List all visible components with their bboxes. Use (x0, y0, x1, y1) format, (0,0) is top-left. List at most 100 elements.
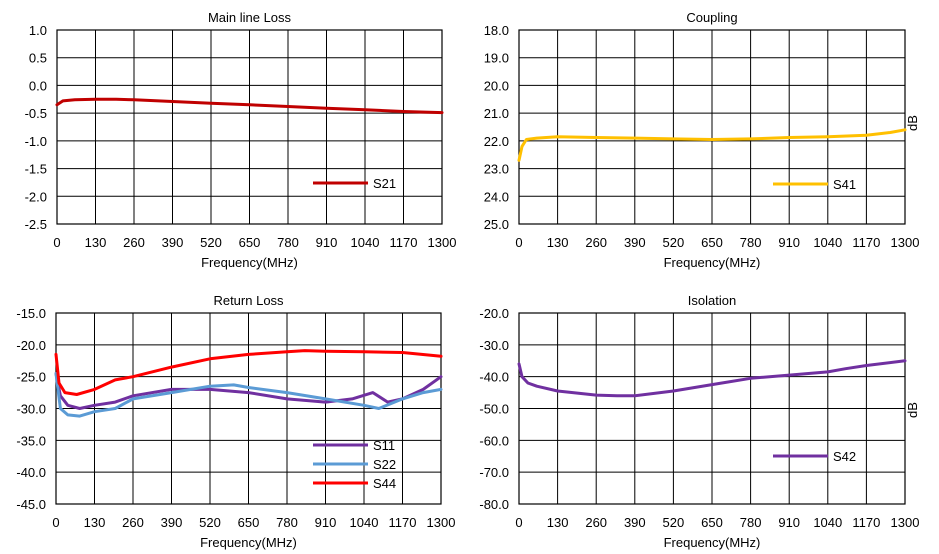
y-tick-label: 25.0 (484, 217, 509, 232)
y-tick-label: 24.0 (484, 189, 509, 204)
series-line-S42 (517, 359, 907, 398)
legend-label-S42: S42 (833, 449, 856, 464)
chart-title: Isolation (688, 293, 736, 308)
x-tick-label: 130 (85, 235, 107, 250)
y-tick-label: 23.0 (484, 162, 509, 177)
y-tick-label: 20.0 (484, 78, 509, 93)
y-tick-label: -2.5 (25, 217, 47, 232)
x-tick-label: 780 (277, 235, 299, 250)
x-tick-label: 130 (84, 515, 106, 530)
x-tick-label: 260 (585, 235, 607, 250)
x-tick-label: 0 (515, 235, 522, 250)
x-tick-label: 1300 (428, 235, 457, 250)
x-tick-label: 260 (585, 515, 607, 530)
y-tick-label: 18.0 (484, 23, 509, 38)
x-axis-label: Frequency(MHz) (201, 255, 298, 270)
x-tick-label: 1040 (350, 515, 379, 530)
y-tick-label: -35.0 (16, 433, 46, 448)
y-tick-label: 0.5 (29, 51, 47, 66)
y-tick-label: -2.0 (25, 189, 47, 204)
y-tick-label: -30.0 (16, 402, 46, 417)
y-tick-label: -50.0 (479, 402, 509, 417)
y-tick-label: -45.0 (16, 497, 46, 512)
chart-title: Main line Loss (208, 10, 292, 25)
series-line-S22 (54, 372, 443, 418)
x-tick-label: 1170 (389, 515, 417, 530)
y-tick-label: -20.0 (479, 306, 509, 321)
y-tick-label: -0.5 (25, 106, 47, 121)
x-tick-label: 130 (547, 235, 569, 250)
x-tick-label: 1170 (390, 235, 418, 250)
x-tick-label: 1300 (427, 515, 456, 530)
x-axis-label: Frequency(MHz) (200, 535, 297, 550)
chart-1: 0 130 260 390 520 650 780 910 1040 1170 1300 1.0 0.5… (25, 10, 457, 270)
legend-label-S21: S21 (373, 176, 396, 191)
legend-label-S22: S22 (373, 457, 396, 472)
y-tick-label: -30.0 (479, 338, 509, 353)
y-tick-label: -80.0 (479, 497, 509, 512)
x-tick-label: 1300 (891, 515, 920, 530)
x-tick-label: 780 (276, 515, 298, 530)
y-tick-label: -15.0 (16, 306, 46, 321)
x-tick-label: 0 (53, 235, 60, 250)
x-tick-label: 780 (740, 515, 762, 530)
x-tick-label: 910 (316, 235, 338, 250)
series-line-S11 (54, 372, 443, 410)
y-tick-label: 21.0 (484, 106, 509, 121)
chart-2: 0 130 260 390 520 650 780 910 1040 1170 1300 18.0 19… (484, 10, 920, 270)
legend-label-S41: S41 (833, 177, 856, 192)
x-tick-label: 390 (162, 235, 184, 250)
x-tick-label: 650 (238, 515, 260, 530)
y-tick-label: -40.0 (16, 465, 46, 480)
chart-4: 0 130 260 390 520 650 780 910 1040 1170 1300 -20.0 -… (479, 293, 920, 550)
y-tick-label: -25.0 (16, 370, 46, 385)
x-tick-label: 390 (624, 515, 646, 530)
x-tick-label: 1040 (351, 235, 380, 250)
series-line-S44 (54, 349, 443, 396)
chart-title: Coupling (686, 10, 737, 25)
x-tick-label: 0 (52, 515, 59, 530)
legend-label-S44: S44 (373, 476, 396, 491)
chart-3: 0 130 260 390 520 650 780 910 1040 1170 1300 -15.0 -… (16, 293, 455, 550)
x-tick-label: 390 (624, 235, 646, 250)
x-axis-label: Frequency(MHz) (664, 255, 761, 270)
x-tick-label: 650 (239, 235, 261, 250)
y-tick-label: -20.0 (16, 338, 46, 353)
x-tick-label: 520 (663, 235, 685, 250)
x-tick-label: 390 (161, 515, 183, 530)
x-tick-label: 260 (123, 235, 145, 250)
y-tick-label: -40.0 (479, 370, 509, 385)
y-tick-label: 0.0 (29, 78, 47, 93)
x-tick-label: 780 (740, 235, 762, 250)
y-tick-label: 22.0 (484, 134, 509, 149)
x-tick-label: 650 (701, 515, 723, 530)
y-tick-label: -1.5 (25, 162, 47, 177)
y-tick-label: -60.0 (479, 433, 509, 448)
chart-title: Return Loss (213, 293, 284, 308)
x-tick-label: 0 (515, 515, 522, 530)
legend-label-S11: S11 (373, 438, 395, 453)
x-tick-label: 650 (701, 235, 723, 250)
x-tick-label: 260 (122, 515, 144, 530)
series-line-S21 (55, 97, 444, 115)
y-tick-label: 19.0 (484, 51, 509, 66)
x-tick-label: 910 (778, 515, 800, 530)
x-tick-label: 1170 (852, 235, 880, 250)
y-tick-label: -70.0 (479, 465, 509, 480)
x-tick-label: 1040 (813, 515, 842, 530)
x-tick-label: 520 (663, 515, 685, 530)
y-axis-label: dB (905, 115, 920, 131)
x-tick-label: 1040 (813, 235, 842, 250)
y-tick-label: -1.0 (25, 134, 47, 149)
x-tick-label: 910 (778, 235, 800, 250)
series-line-S41 (517, 128, 907, 162)
x-tick-label: 130 (547, 515, 569, 530)
x-tick-label: 1300 (891, 235, 920, 250)
x-tick-label: 520 (200, 235, 222, 250)
x-tick-label: 520 (199, 515, 221, 530)
x-tick-label: 910 (315, 515, 337, 530)
y-tick-label: 1.0 (29, 23, 47, 38)
x-axis-label: Frequency(MHz) (664, 535, 761, 550)
y-axis-label: dB (905, 402, 920, 418)
